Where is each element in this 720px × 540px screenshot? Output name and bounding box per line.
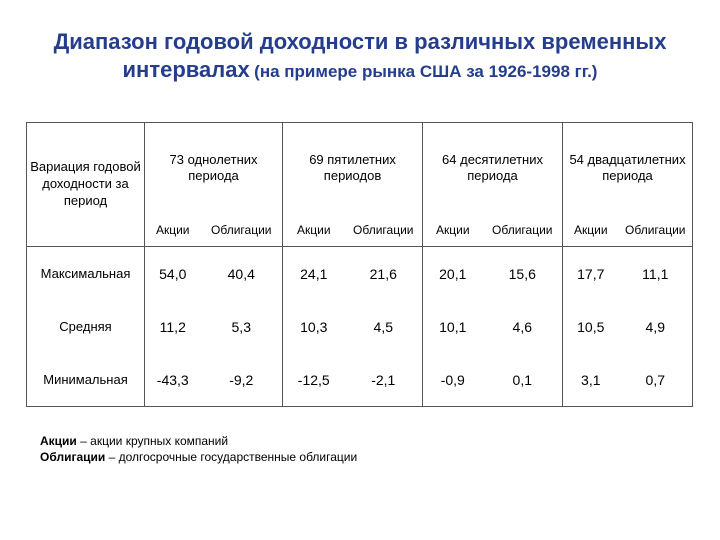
- sub-header: Акции: [422, 213, 483, 247]
- table-cell: 20,1: [422, 246, 483, 300]
- group-header-row: Вариация годовой доходности за период 73…: [26, 122, 694, 247]
- footnote-term: Облигации: [40, 450, 106, 465]
- table-cell: -43,3: [144, 353, 201, 407]
- table-cell: 17,7: [562, 246, 619, 300]
- row-label: Средняя: [26, 300, 145, 353]
- footnote-text: – акции крупных компаний: [76, 434, 229, 448]
- table-cell: 54,0: [159, 265, 187, 282]
- table-cell: -12,5: [282, 353, 345, 407]
- title-line-2: интервалах: [122, 56, 250, 82]
- group-header-2: 69 пятилетних периодов: [282, 122, 423, 213]
- sub-header: Акции: [282, 213, 345, 247]
- table-cell: 15,6: [508, 265, 536, 282]
- table-cell: 10,1: [422, 300, 483, 353]
- slide-title: Диапазон годовой доходности в различных …: [0, 28, 720, 83]
- sub-header: Облигации: [344, 213, 423, 247]
- table-cell: 0,7: [618, 353, 694, 407]
- table-cell: 4,6: [512, 318, 532, 335]
- group-header-3: 64 десятилетних периода: [422, 122, 563, 213]
- sub-header: Акции: [562, 213, 619, 247]
- footnotes: Акции – акции крупных компаний Облигации…: [40, 433, 357, 465]
- table-row: Средняя 11,2 5,3 10,3 4,5 10,1 4,6 10,5 …: [26, 300, 694, 353]
- row-label: Максимальная: [26, 246, 145, 300]
- table-cell: 0,1: [482, 353, 563, 407]
- corner-header: Вариация годовой доходности за период: [26, 122, 145, 247]
- sub-header: Облигации: [482, 213, 563, 247]
- footnote-text: – долгосрочные государственные облигации: [105, 450, 358, 465]
- row-label: Минимальная: [26, 353, 145, 407]
- table-cell: 10,5: [562, 300, 619, 353]
- sub-header-row: Акции Облигации Акции Облигации Акции Об…: [27, 213, 694, 247]
- table-cell: 40,4: [227, 265, 255, 282]
- group-header-4: 54 двадцатилетних периода: [562, 122, 694, 213]
- table-cell: 10,3: [282, 300, 345, 353]
- table-cell: 24,1: [282, 246, 345, 300]
- footnote-term: Акции: [40, 434, 77, 448]
- table-cell: -0,9: [422, 353, 483, 407]
- table-cell: -9,2: [200, 353, 283, 407]
- footnote-item: Акции – акции крупных компаний: [40, 433, 357, 449]
- sub-header: Акции: [144, 213, 201, 247]
- table-cell: 21,6: [369, 265, 397, 282]
- returns-table: Вариация годовой доходности за период 73…: [26, 122, 694, 407]
- title-line-2-subtitle: (на примере рынка США за 1926-1998 гг.): [254, 61, 598, 81]
- table-cell: 3,1: [562, 353, 619, 407]
- table-cell: -2,1: [344, 353, 423, 407]
- table-cell: 4,9: [618, 300, 694, 353]
- group-header-1: 73 однолетних периода: [144, 122, 283, 213]
- title-line-1: Диапазон годовой доходности в различных …: [53, 29, 667, 54]
- table-cell: 5,3: [231, 318, 251, 335]
- table-row: Минимальная -43,3 -9,2 -12,5 -2,1 -0,9 0…: [26, 353, 694, 407]
- sub-header: Облигации: [200, 213, 283, 247]
- sub-header: Облигации: [618, 213, 694, 247]
- table-row: Максимальная 54,0 40,4 24,1 21,6 20,1 15…: [26, 246, 694, 300]
- table-cell: 4,5: [373, 318, 393, 335]
- footnote-item: Облигации – долгосрочные государственные…: [40, 449, 357, 465]
- table-cell: 11,1: [618, 246, 694, 300]
- table-cell: 11,2: [159, 318, 186, 335]
